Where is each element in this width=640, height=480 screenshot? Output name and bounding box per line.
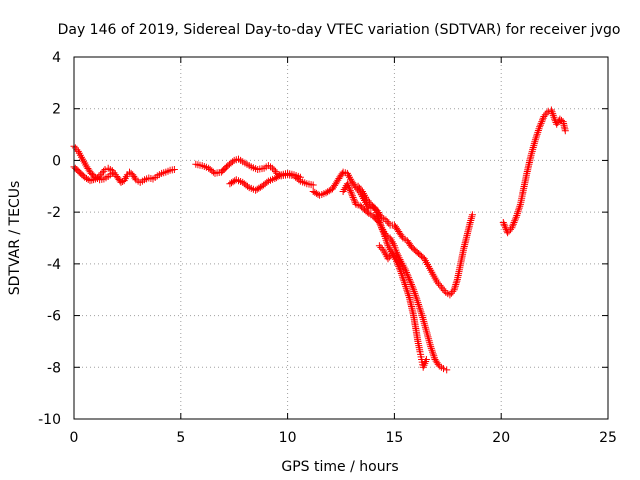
plot-frame bbox=[73, 56, 609, 420]
x-tick-labels: 0 5 10 15 20 25 bbox=[70, 430, 617, 446]
x-tick-label: 15 bbox=[385, 430, 403, 446]
x-tick-label: 25 bbox=[599, 430, 617, 446]
series-markers bbox=[499, 106, 569, 237]
y-tick-label: -4 bbox=[47, 257, 61, 273]
y-tick-label: 2 bbox=[52, 102, 61, 118]
y-tick-label: 4 bbox=[52, 50, 61, 66]
y-tick-label: -6 bbox=[47, 309, 61, 325]
x-tick-label: 0 bbox=[70, 430, 79, 446]
series-track-d bbox=[226, 169, 304, 194]
y-tick-labels: -10 -8 -6 -4 -2 0 2 4 bbox=[38, 50, 61, 428]
series-markers bbox=[226, 169, 304, 194]
y-axis-label: SDTVAR / TECUs bbox=[7, 181, 23, 296]
x-tick-label: 5 bbox=[176, 430, 185, 446]
series-track-h bbox=[375, 242, 405, 268]
y-tick-label: -10 bbox=[38, 412, 61, 428]
axis-ticks bbox=[73, 56, 609, 420]
x-tick-label: 20 bbox=[492, 430, 510, 446]
y-tick-label: 0 bbox=[52, 153, 61, 169]
x-tick-label: 10 bbox=[279, 430, 297, 446]
series-markers bbox=[375, 242, 405, 268]
y-tick-label: -2 bbox=[47, 205, 61, 221]
x-axis-label: GPS time / hours bbox=[281, 459, 398, 475]
series-track-i bbox=[499, 106, 569, 237]
series-track-g bbox=[354, 182, 451, 374]
y-tick-label: -8 bbox=[47, 360, 61, 376]
chart-title: Day 146 of 2019, Sidereal Day-to-day VTE… bbox=[58, 22, 621, 38]
series-markers bbox=[354, 182, 451, 374]
data-marks bbox=[70, 106, 569, 374]
